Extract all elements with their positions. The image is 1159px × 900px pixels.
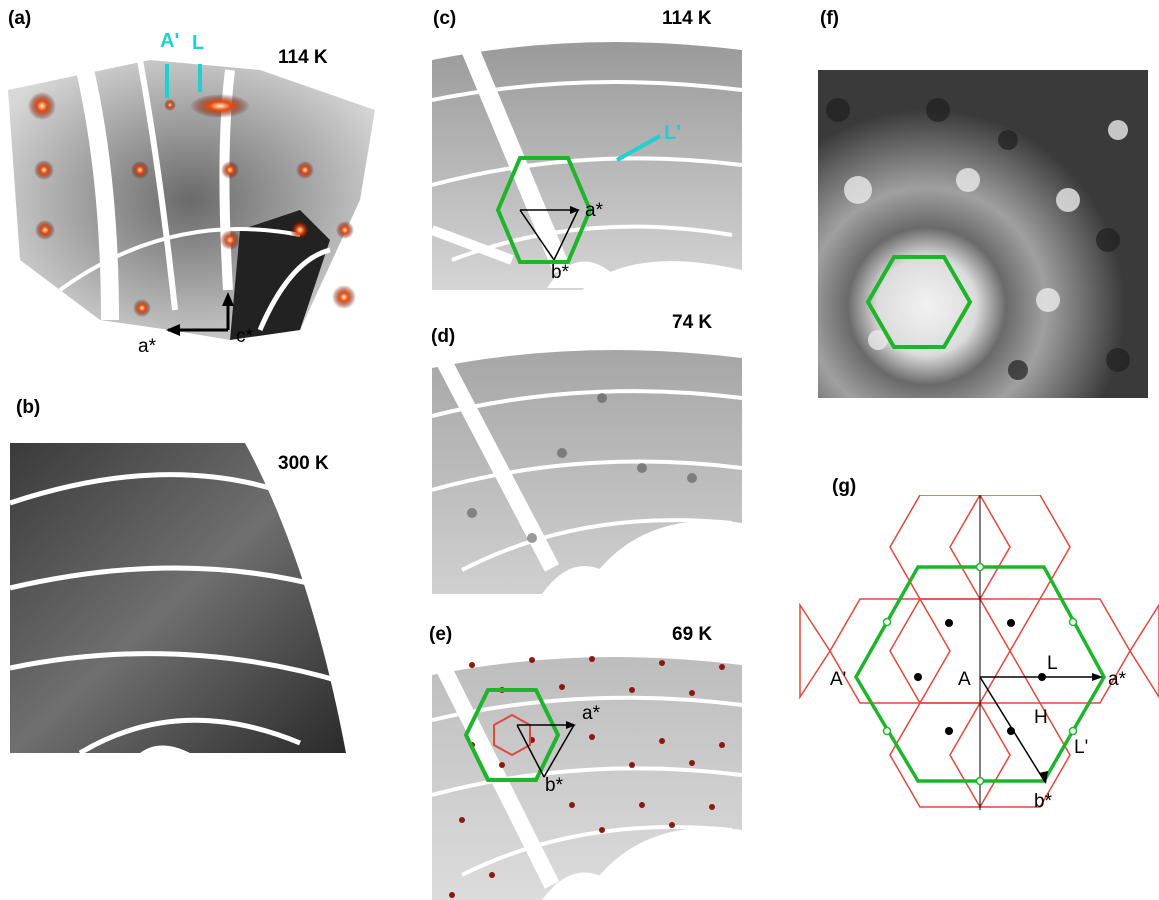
marker-label-l: L (192, 32, 205, 54)
marker-label-l-prime: L' (664, 122, 681, 144)
panel-label-a: (a) (8, 8, 32, 29)
diffraction-image-e (432, 656, 743, 900)
axis-label-e-a-star: a* (582, 703, 600, 724)
diffraction-image-a (8, 59, 375, 340)
axis-label-e-b-star: b* (545, 775, 563, 796)
temperature-label-e: 69 K (672, 624, 713, 645)
point-label-l-prime: L' (1074, 737, 1088, 758)
temperature-label-a: 114 K (278, 47, 328, 68)
point-label-a: A (958, 669, 971, 690)
panel-label-d: (d) (431, 326, 456, 347)
point-label-b-star: b* (1034, 791, 1053, 810)
marker-label-a-prime: A' (160, 30, 180, 52)
panel-label-e: (e) (429, 624, 453, 645)
panel-label-f: (f) (820, 8, 839, 29)
point-label-h: H (1034, 707, 1048, 728)
diffraction-image-d (432, 350, 743, 594)
axis-label-a-star: a* (138, 336, 156, 357)
panel-label-c: (c) (433, 8, 457, 29)
brillouin-zone-diagram-g: A' A L a* H L' b* (799, 495, 1159, 810)
point-label-l: L (1047, 653, 1058, 674)
temperature-label-b: 300 K (278, 453, 329, 474)
axis-label-c-b-star: b* (551, 262, 569, 283)
panel-label-g: (g) (832, 476, 857, 497)
temperature-label-d: 74 K (672, 312, 713, 333)
intensity-map-f (818, 70, 1148, 398)
point-label-a-star: a* (1108, 669, 1127, 690)
point-label-a-prime: A' (830, 669, 846, 690)
diffraction-image-c (432, 30, 743, 290)
axis-label-c-star: c* (236, 326, 253, 347)
axis-label-c-a-star: a* (585, 200, 603, 221)
panel-label-b: (b) (16, 397, 41, 418)
temperature-label-c: 114 K (662, 8, 712, 29)
diffraction-image-b (10, 443, 347, 753)
